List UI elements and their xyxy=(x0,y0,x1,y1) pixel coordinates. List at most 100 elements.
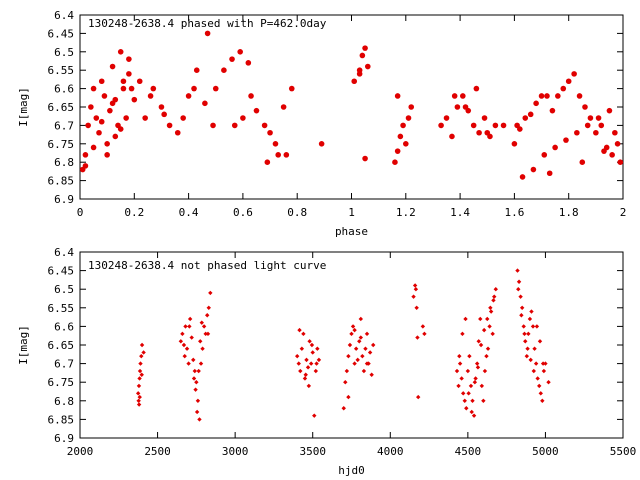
data-point xyxy=(344,368,350,374)
data-point xyxy=(614,141,621,147)
data-point xyxy=(537,339,543,344)
data-point xyxy=(538,391,543,396)
data-point xyxy=(280,104,287,110)
data-point xyxy=(296,361,301,366)
data-point xyxy=(511,141,518,147)
y-tick-label: 6.65 xyxy=(48,339,75,352)
data-point xyxy=(519,313,524,318)
data-point xyxy=(123,115,129,121)
data-point xyxy=(191,357,196,363)
x-tick-label: 0.2 xyxy=(124,206,144,219)
data-point xyxy=(552,144,558,151)
data-point xyxy=(128,85,135,92)
data-point xyxy=(403,141,409,147)
data-point xyxy=(138,361,143,366)
x-tick-label: 3000 xyxy=(222,445,249,458)
data-point xyxy=(473,85,480,92)
data-point xyxy=(267,129,273,136)
data-point xyxy=(412,283,418,288)
x-tick-label: 2000 xyxy=(67,445,94,458)
data-point xyxy=(313,368,319,374)
data-point xyxy=(196,368,201,374)
data-points xyxy=(135,268,551,422)
data-point xyxy=(527,316,533,322)
data-point xyxy=(416,394,421,400)
data-point xyxy=(139,372,144,377)
data-point xyxy=(193,67,200,73)
data-point xyxy=(471,413,477,418)
data-point xyxy=(527,111,534,118)
y-tick-label: 6.8 xyxy=(54,156,74,169)
data-point xyxy=(470,398,475,403)
data-point xyxy=(400,122,406,129)
data-point xyxy=(524,353,530,359)
data-point xyxy=(468,383,474,389)
data-point xyxy=(484,353,489,359)
data-point xyxy=(221,67,227,73)
data-point xyxy=(347,342,353,348)
x-tick-label: 1.6 xyxy=(504,206,524,219)
data-point xyxy=(420,324,426,329)
data-point xyxy=(253,107,260,114)
data-point xyxy=(363,346,368,351)
data-point xyxy=(101,93,108,99)
data-point xyxy=(357,339,362,344)
data-point xyxy=(248,93,254,99)
unphased-light-curve-plot: 6.4 6.45 6.5 6.55 6.6 6.65 6.7 6.75 6.8 6.85 6.920… xyxy=(17,246,636,477)
y-tick-label: 6.9 xyxy=(54,432,74,445)
data-point xyxy=(414,305,419,310)
x-tick-label: 5000 xyxy=(532,445,559,458)
x-tick-label: 5500 xyxy=(610,445,637,458)
y-tick-label: 6.75 xyxy=(48,376,75,389)
y-tick-label: 6.6 xyxy=(54,83,74,96)
data-point xyxy=(469,409,474,415)
data-point xyxy=(538,93,545,99)
data-point xyxy=(98,78,105,85)
y-tick-label: 6.6 xyxy=(54,320,74,333)
data-point xyxy=(356,67,363,73)
data-point xyxy=(297,327,302,333)
data-point xyxy=(136,78,143,85)
data-point xyxy=(537,383,542,389)
data-point xyxy=(198,339,203,344)
data-point xyxy=(341,406,346,411)
data-point xyxy=(488,305,493,310)
data-point xyxy=(465,368,471,374)
data-point xyxy=(541,368,547,374)
data-point xyxy=(306,383,312,389)
data-point xyxy=(261,122,268,129)
data-point xyxy=(198,361,204,366)
data-point xyxy=(158,104,165,110)
data-point xyxy=(120,78,127,85)
data-point xyxy=(194,409,200,415)
data-point xyxy=(316,357,322,363)
data-point xyxy=(500,122,507,129)
x-tick-label: 2 xyxy=(620,206,627,219)
data-point xyxy=(571,71,577,77)
data-point xyxy=(451,93,458,99)
chart-title: 130248-2638.4 not phased light curve xyxy=(88,259,326,272)
data-point xyxy=(318,141,325,147)
data-point xyxy=(346,353,351,359)
data-point xyxy=(540,361,546,366)
data-point xyxy=(460,93,466,99)
data-point xyxy=(394,93,401,99)
data-point xyxy=(351,78,358,85)
y-tick-label: 6.45 xyxy=(48,265,75,278)
data-point xyxy=(303,372,308,377)
data-point xyxy=(609,152,615,158)
data-point xyxy=(82,152,89,158)
data-point xyxy=(595,115,602,121)
data-point xyxy=(481,398,486,403)
data-point xyxy=(200,346,205,351)
data-point xyxy=(139,342,145,348)
data-point xyxy=(364,361,370,366)
data-point xyxy=(408,104,415,110)
data-point xyxy=(231,122,238,129)
data-point xyxy=(493,287,498,292)
data-point xyxy=(359,52,366,59)
data-point xyxy=(308,361,314,366)
data-point xyxy=(126,56,132,62)
data-point xyxy=(472,380,478,385)
data-point xyxy=(492,294,497,299)
